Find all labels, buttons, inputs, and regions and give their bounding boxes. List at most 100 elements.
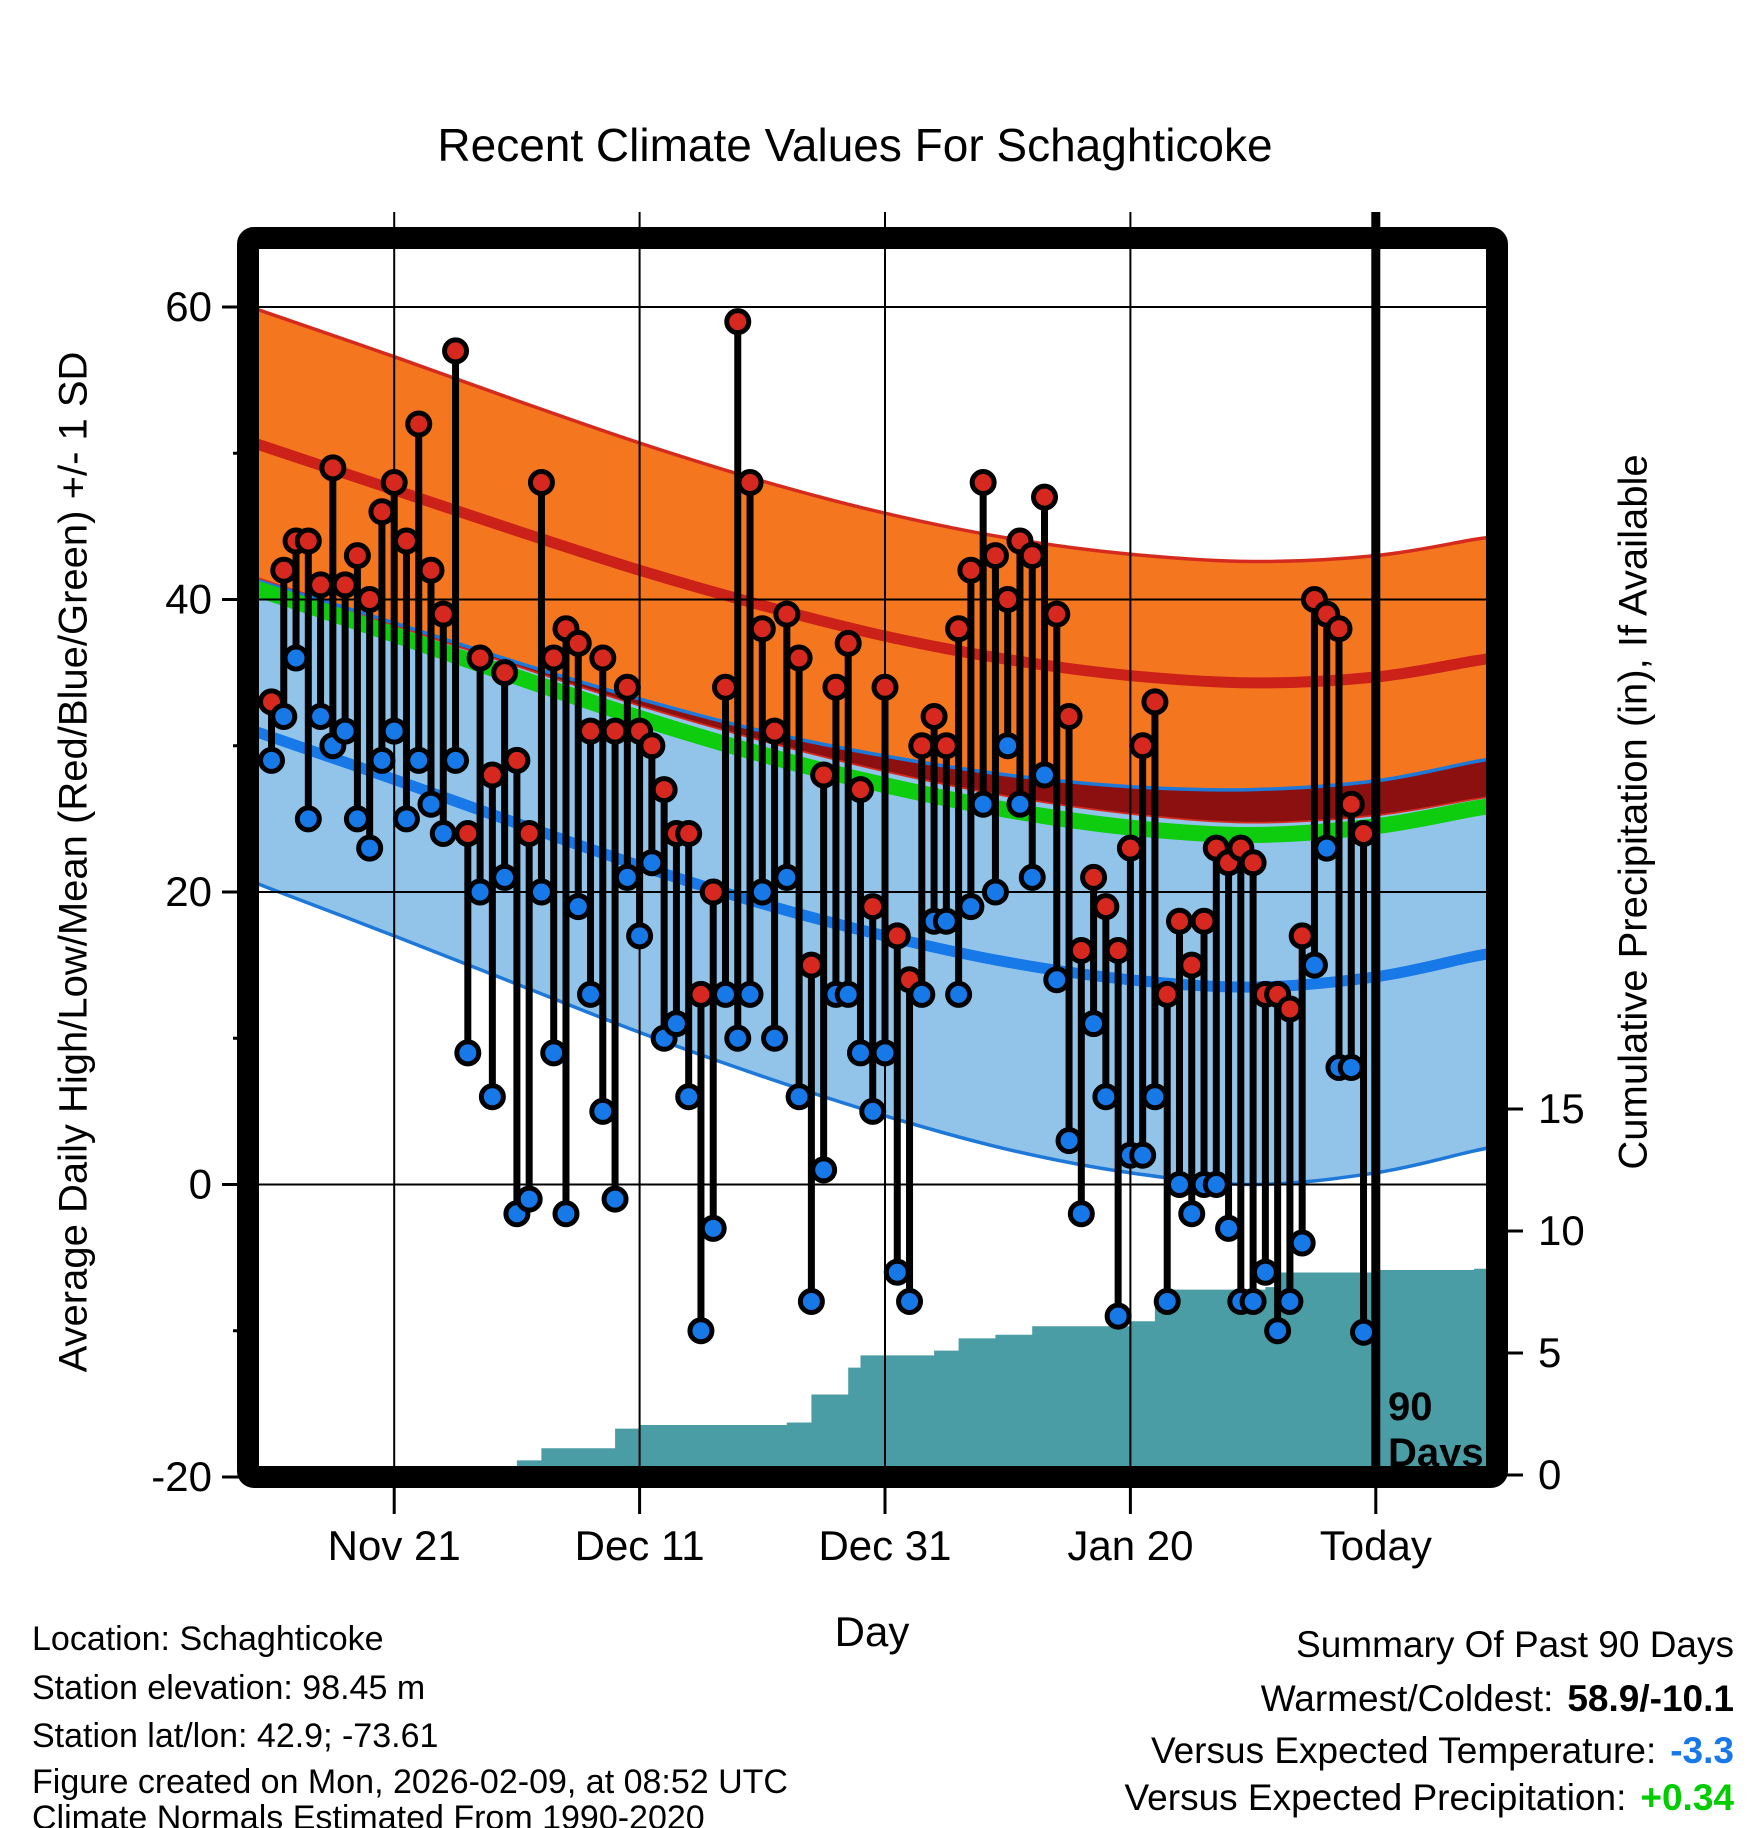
period-90days-line2: Days bbox=[1388, 1431, 1484, 1475]
summary-warmest-coldest: Warmest/Coldest: 58.9/-10.1 bbox=[1261, 1678, 1734, 1720]
high-dot-day72 bbox=[1141, 688, 1169, 716]
high-dot-day43 bbox=[785, 644, 813, 672]
low-dot-day37 bbox=[711, 980, 739, 1008]
high-dot-day63 bbox=[1031, 483, 1059, 511]
low-dot-day73 bbox=[1153, 1288, 1181, 1315]
high-dot-day76 bbox=[1190, 907, 1218, 935]
low-dot-day17 bbox=[466, 878, 494, 906]
high-dot-day23 bbox=[540, 644, 568, 672]
high-dot-day75 bbox=[1178, 951, 1206, 979]
low-dot-day28 bbox=[601, 1185, 629, 1213]
high-dot-day18 bbox=[478, 761, 506, 789]
low-dot-day41 bbox=[761, 1024, 789, 1052]
low-dot-day22 bbox=[527, 878, 555, 906]
low-dot-day69 bbox=[1104, 1302, 1132, 1330]
high-dot-day53 bbox=[908, 732, 936, 760]
daily-stem-day29 bbox=[613, 673, 641, 891]
high-dot-day71 bbox=[1129, 732, 1157, 760]
low-dot-day71 bbox=[1129, 1141, 1157, 1169]
footer-latlon: Station lat/lon: 42.9; -73.61 bbox=[32, 1717, 439, 1755]
low-dot-day26 bbox=[577, 980, 605, 1008]
high-dot-day6 bbox=[331, 571, 359, 599]
high-dot-day34 bbox=[675, 820, 703, 847]
right-tick-label-5: 5 bbox=[1538, 1329, 1561, 1376]
high-dot-day49 bbox=[859, 893, 887, 921]
x-tick-label-Jan 20: Jan 20 bbox=[1067, 1522, 1193, 1569]
daily-stem-day8 bbox=[356, 586, 384, 862]
low-dot-day24 bbox=[552, 1200, 580, 1228]
low-dot-day7 bbox=[343, 805, 371, 833]
daily-stem-day19 bbox=[491, 659, 519, 891]
low-dot-day35 bbox=[687, 1317, 715, 1345]
high-dot-day89 bbox=[1350, 820, 1378, 847]
period-90days-line1: 90 bbox=[1388, 1385, 1433, 1429]
low-dot-day40 bbox=[748, 878, 776, 906]
low-dot-day38 bbox=[724, 1024, 752, 1052]
high-dot-day19 bbox=[491, 659, 519, 687]
daily-stem-day57 bbox=[957, 556, 985, 921]
high-dot-day57 bbox=[957, 556, 985, 584]
low-dot-day50 bbox=[871, 1039, 899, 1067]
low-dot-day85 bbox=[1300, 951, 1328, 979]
cumulative-precip-area bbox=[516, 1268, 1486, 1466]
low-dot-day74 bbox=[1165, 1171, 1193, 1198]
daily-stem-day15 bbox=[442, 337, 470, 774]
high-dot-day70 bbox=[1116, 834, 1144, 862]
high-dot-day38 bbox=[724, 308, 752, 336]
low-dot-day16 bbox=[454, 1039, 482, 1067]
low-dot-day58 bbox=[969, 790, 997, 818]
high-dot-day12 bbox=[405, 410, 433, 438]
low-dot-day56 bbox=[945, 980, 973, 1008]
daily-stem-day38 bbox=[724, 308, 752, 1052]
high-dot-day1 bbox=[270, 556, 298, 584]
low-dot-day82 bbox=[1264, 1317, 1292, 1345]
high-dot-day45 bbox=[810, 761, 838, 789]
daily-stem-day14 bbox=[429, 600, 457, 847]
low-dot-day59 bbox=[981, 878, 1009, 906]
high-dot-day25 bbox=[564, 629, 592, 657]
summary-vs-temperature-label: Versus Expected Temperature: bbox=[1150, 1730, 1657, 1771]
daily-stem-day53 bbox=[908, 732, 936, 1008]
left-tick-label-60: 60 bbox=[165, 283, 212, 330]
high-dot-day11 bbox=[392, 527, 420, 555]
high-dot-day56 bbox=[945, 615, 973, 643]
low-dot-day53 bbox=[908, 980, 936, 1008]
high-dot-day17 bbox=[466, 644, 494, 672]
daily-stem-day4 bbox=[307, 571, 335, 730]
low-dot-day4 bbox=[307, 703, 335, 730]
high-dot-day4 bbox=[307, 571, 335, 599]
low-dot-day9 bbox=[368, 746, 396, 774]
x-tick-label-Nov 21: Nov 21 bbox=[328, 1522, 461, 1569]
high-dot-day62 bbox=[1018, 542, 1046, 570]
low-dot-day8 bbox=[356, 834, 384, 862]
low-dot-day42 bbox=[773, 863, 801, 891]
low-dot-day88 bbox=[1337, 1054, 1365, 1081]
high-dot-day15 bbox=[442, 337, 470, 365]
daily-stem-day5 bbox=[319, 454, 347, 760]
low-dot-day36 bbox=[699, 1214, 727, 1242]
x-tick-label-Dec 31: Dec 31 bbox=[818, 1522, 951, 1569]
high-dot-day13 bbox=[417, 556, 445, 584]
x-axis-title: Day bbox=[834, 1608, 910, 1655]
left-tick-label-40: 40 bbox=[165, 576, 212, 623]
low-dot-day65 bbox=[1055, 1127, 1083, 1155]
daily-stem-day37 bbox=[711, 673, 739, 1008]
plot-area bbox=[259, 249, 1486, 1466]
daily-stem-day63 bbox=[1031, 483, 1059, 789]
low-dot-day49 bbox=[859, 1097, 887, 1125]
summary-vs-precipitation-value: +0.34 bbox=[1640, 1777, 1734, 1818]
daily-stem-day66 bbox=[1067, 937, 1095, 1228]
low-dot-day3 bbox=[294, 805, 322, 833]
high-dot-day9 bbox=[368, 498, 396, 526]
daily-stem-day61 bbox=[1006, 527, 1034, 818]
high-dot-day47 bbox=[834, 629, 862, 657]
x-tick-label-Today: Today bbox=[1320, 1522, 1432, 1569]
daily-stem-day79 bbox=[1227, 834, 1255, 1315]
high-dot-day84 bbox=[1288, 922, 1316, 950]
high-dot-day69 bbox=[1104, 937, 1132, 964]
high-dot-day37 bbox=[711, 673, 739, 701]
footer-location: Location: Schaghticoke bbox=[32, 1620, 384, 1658]
daily-stem-day45 bbox=[810, 761, 838, 1184]
